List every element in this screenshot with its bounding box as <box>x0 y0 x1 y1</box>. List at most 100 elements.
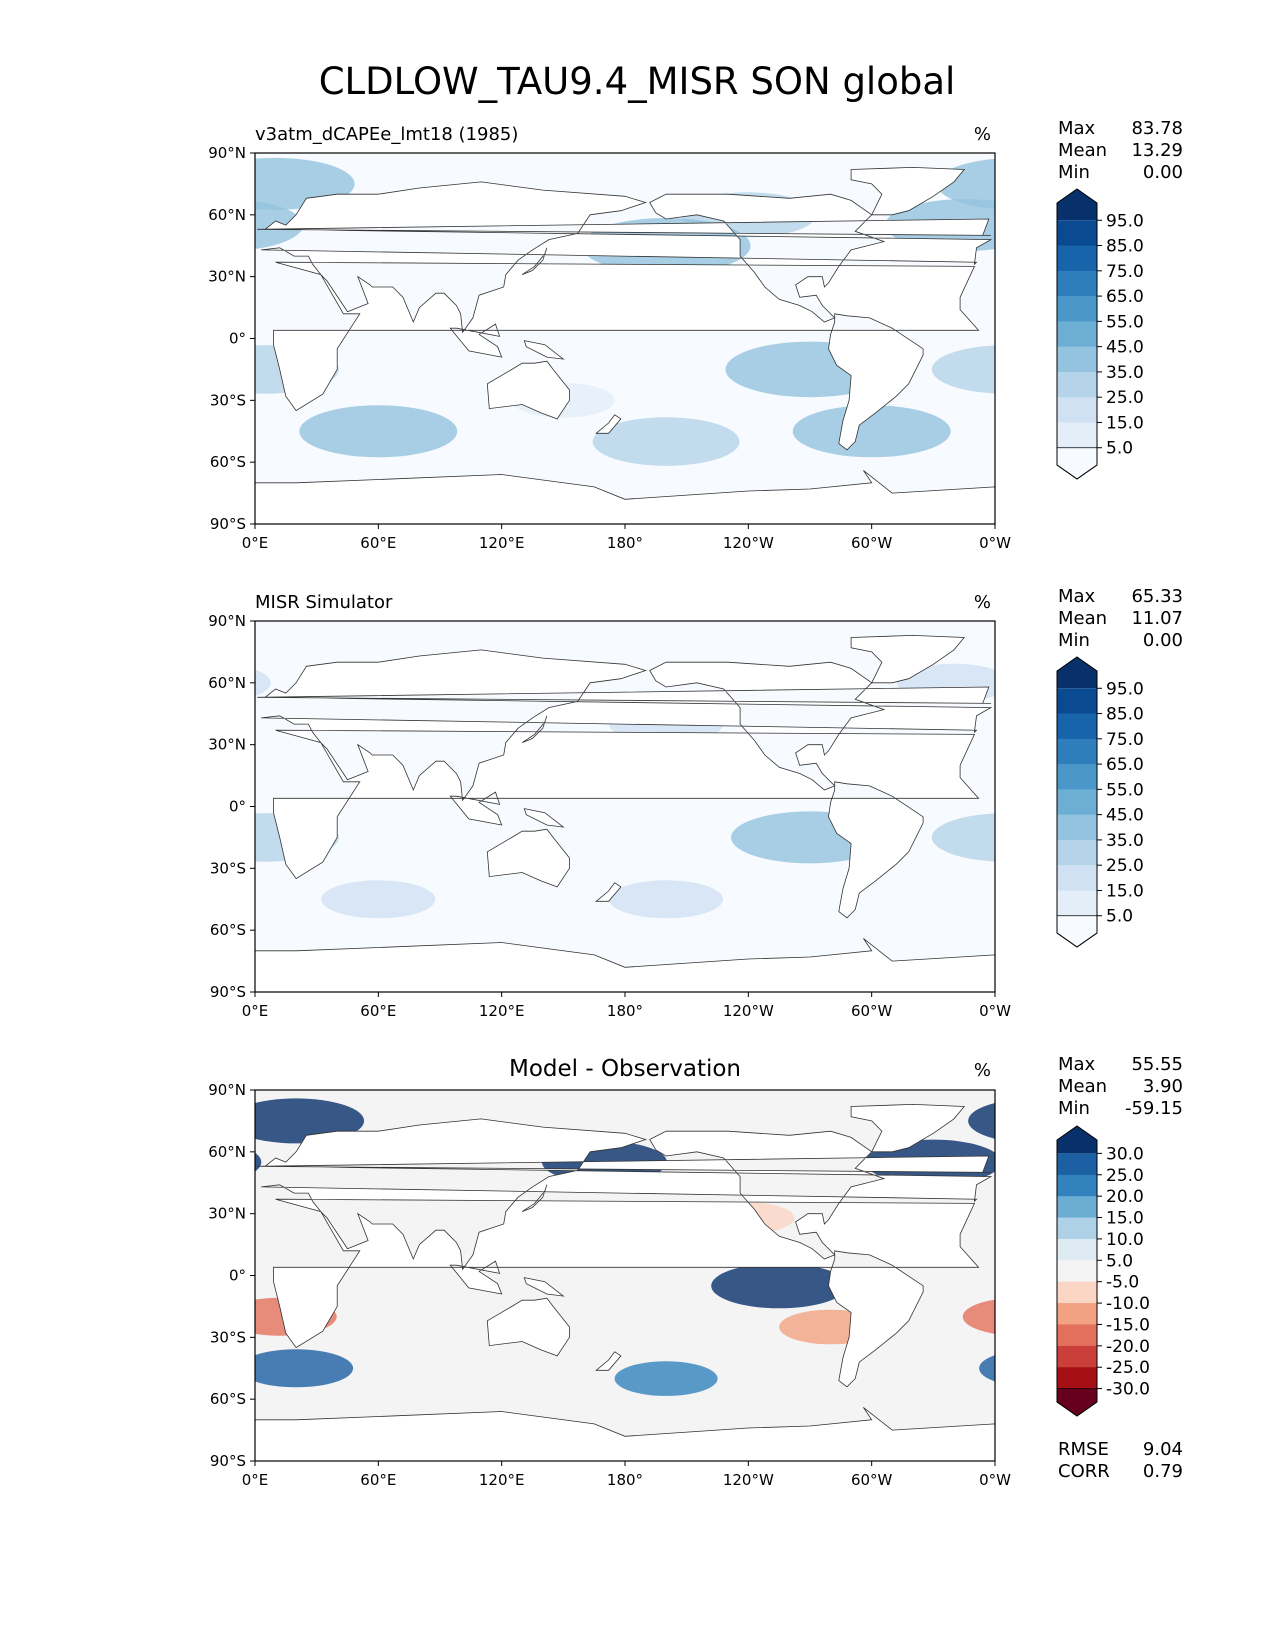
colorbar-segment <box>1057 270 1097 297</box>
x-tick-label: 0°E <box>242 1471 269 1489</box>
colorbar-label: 95.0 <box>1106 679 1144 699</box>
colorbar-label: 65.0 <box>1106 287 1144 307</box>
x-tick-label: 0°E <box>242 1002 269 1020</box>
field-region <box>420 1323 502 1352</box>
x-tick-label: 60°E <box>360 1002 396 1020</box>
colorbar-label: 5.0 <box>1106 439 1133 459</box>
map-area: 0°E 60°E 120°E 180° 120°W 60°W 0°W 90°N 60°N 30°N… <box>208 144 1011 552</box>
colorbar-segment <box>1057 688 1097 715</box>
x-tick-label: 180° <box>607 534 643 552</box>
coastlines <box>255 1103 995 1461</box>
colorbar-label: 15.0 <box>1106 1209 1144 1229</box>
colorbar-label: 30.0 <box>1106 1144 1144 1164</box>
field-region <box>255 1152 262 1172</box>
colorbar-label: 25.0 <box>1106 1166 1144 1186</box>
colorbar-label: -20.0 <box>1106 1337 1150 1357</box>
x-tick-label: 60°W <box>851 1002 893 1020</box>
y-tick-label: 0° <box>229 798 246 816</box>
colorbar-segment <box>1057 321 1097 348</box>
field-region <box>321 880 436 919</box>
colorbar-label: 45.0 <box>1106 806 1144 826</box>
colorbar-label: 15.0 <box>1106 881 1144 901</box>
colorbar-segment <box>1057 1303 1097 1325</box>
y-tick-label: 0° <box>229 1267 246 1285</box>
panel-reference: MISR Simulator % Max 65.33 Mean 11.07 Mi… <box>208 586 1183 1020</box>
y-tick-label: 60°N <box>208 674 246 692</box>
stat-mean-label: Mean <box>1058 140 1107 161</box>
coastlines <box>255 634 995 992</box>
field-region <box>931 345 995 394</box>
stat-rmse-label: RMSE <box>1058 1439 1109 1460</box>
colorbar-segment <box>1057 1345 1097 1368</box>
colorbar-segment <box>1057 220 1097 247</box>
colorbar-label: 55.0 <box>1106 780 1144 800</box>
colorbar-segment <box>1057 1367 1097 1390</box>
x-tick-label: 0°E <box>242 534 269 552</box>
stat-mean-label: Mean <box>1058 608 1107 629</box>
colorbar-label: 25.0 <box>1106 856 1144 876</box>
stat-min-value: 0.00 <box>1143 162 1183 183</box>
panel-difference: Model - Observation % Max 55.55 Mean 3.9… <box>208 1054 1183 1489</box>
y-tick-label: 30°S <box>210 1328 246 1346</box>
x-tick-label: 0°W <box>979 1471 1011 1489</box>
colorbar-outline <box>1056 656 1098 948</box>
stat-max-label: Max <box>1058 1054 1096 1075</box>
x-tick-label: 180° <box>607 1471 643 1489</box>
panel-units: % <box>974 592 991 613</box>
colorbar-segment <box>1057 865 1097 891</box>
colorbar-label: 5.0 <box>1106 907 1133 927</box>
colorbar-label: 25.0 <box>1106 388 1144 408</box>
extra-stats-block: RMSE 9.04 CORR 0.79 <box>1058 1439 1183 1482</box>
y-tick-label: 30°N <box>208 736 246 754</box>
stat-min-label: Min <box>1058 162 1090 183</box>
colorbar-segment <box>1057 1196 1097 1219</box>
colorbar-label: 35.0 <box>1106 831 1144 851</box>
field-region <box>255 669 271 696</box>
colorbar-outline <box>1056 1125 1098 1417</box>
colorbar-label: -25.0 <box>1106 1358 1150 1378</box>
colorbar-segment <box>1057 1281 1097 1304</box>
x-tick-label: 120°W <box>723 1471 774 1489</box>
colorbar-segment <box>1057 890 1097 917</box>
y-tick-label: 90°S <box>210 515 246 533</box>
field-region <box>792 405 951 458</box>
y-tick-label: 60°S <box>210 921 246 939</box>
x-tick-label: 60°W <box>851 534 893 552</box>
x-tick-label: 60°W <box>851 1471 893 1489</box>
map-area: 0°E 60°E 120°E 180° 120°W 60°W 0°W 90°N 60°N 30°N… <box>208 1081 1011 1489</box>
y-tick-label: 30°S <box>210 859 246 877</box>
x-tick-label: 120°W <box>723 534 774 552</box>
colorbar-segment <box>1057 346 1097 373</box>
y-tick-label: 60°N <box>208 206 246 224</box>
field-region <box>614 1361 718 1396</box>
stat-rmse-value: 9.04 <box>1143 1439 1183 1460</box>
colorbar-segment <box>1057 814 1097 841</box>
stat-max-value: 65.33 <box>1131 586 1183 607</box>
colorbar-segment <box>1057 657 1097 689</box>
colorbar-label: 65.0 <box>1106 755 1144 775</box>
field-region <box>299 405 458 458</box>
y-tick-label: 60°N <box>208 1143 246 1161</box>
stats-block: Max 65.33 Mean 11.07 Min 0.00 <box>1058 586 1183 651</box>
x-tick-label: 60°E <box>360 1471 396 1489</box>
colorbar-label: 20.0 <box>1106 1187 1144 1207</box>
coastlines <box>255 166 995 524</box>
panel-title-left: v3atm_dCAPEe_lmt18 (1985) <box>255 124 518 145</box>
panel-units: % <box>974 124 991 145</box>
y-tick-label: 60°S <box>210 453 246 471</box>
colorbar-segment <box>1057 189 1097 221</box>
colorbar-segment <box>1057 1174 1097 1197</box>
field-region <box>711 1263 848 1309</box>
colorbar-segment <box>1057 713 1097 740</box>
field-region <box>979 1355 995 1382</box>
map-area: 0°E 60°E 120°E 180° 120°W 60°W 0°W 90°N 60°N 30°N… <box>208 612 1011 1020</box>
field-region <box>968 1102 995 1139</box>
colorbar-segment <box>1057 296 1097 322</box>
panel-title-left: MISR Simulator <box>255 592 393 613</box>
colorbar-segment <box>1057 422 1097 449</box>
colorbar-segment <box>1057 371 1097 398</box>
stat-mean-value: 11.07 <box>1131 608 1183 629</box>
x-tick-label: 120°E <box>479 534 525 552</box>
stat-min-label: Min <box>1058 630 1090 651</box>
